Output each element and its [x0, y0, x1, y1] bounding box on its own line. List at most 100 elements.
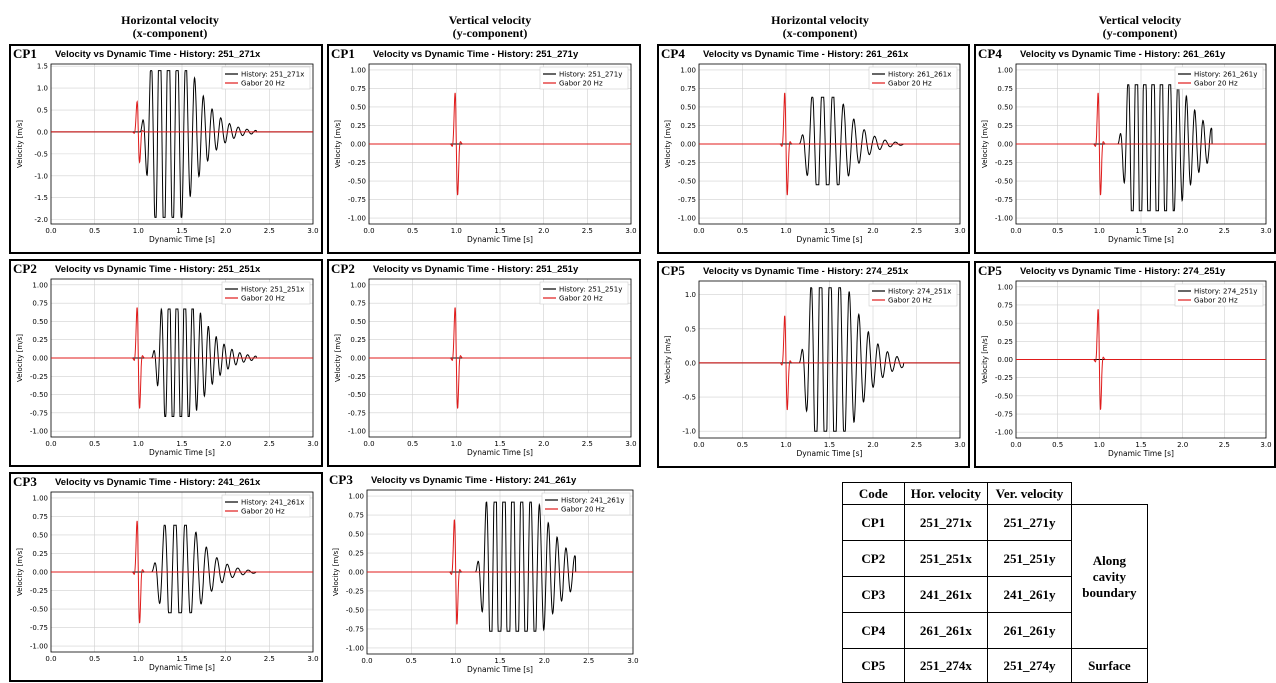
y-tick-label: 1.00 [680, 66, 696, 74]
chart-title: Velocity vs Dynamic Time - History: 261_… [703, 49, 909, 60]
y-tick-label: 0.50 [350, 103, 366, 111]
column-header: Horizontal velocity (x-component) [60, 14, 280, 40]
x-tick-label: 1.0 [780, 227, 791, 235]
x-axis-label: Dynamic Time [s] [797, 235, 863, 244]
chart-title: Velocity vs Dynamic Time - History: 251_… [373, 264, 579, 275]
legend-label: History: 274_251y [1194, 288, 1257, 296]
legend-label: Gabor 20 Hz [561, 506, 605, 514]
y-axis-label: Velocity [m/s] [334, 334, 342, 382]
table-header: Ver. velocity [987, 482, 1072, 505]
y-tick-label: -0.75 [346, 625, 364, 633]
y-tick-label: 0.50 [680, 103, 696, 111]
y-tick-label: 0.50 [32, 318, 48, 326]
y-tick-label: -1.0 [34, 172, 48, 180]
y-tick-label: -0.75 [995, 196, 1013, 204]
x-tick-label: 3.0 [625, 440, 636, 448]
legend-box [1174, 283, 1264, 307]
x-tick-label: 0.5 [407, 227, 418, 235]
chart-title: Velocity vs Dynamic Time - History: 241_… [371, 475, 577, 486]
table-cell: 251_251x [903, 540, 989, 577]
cp-label: CP2 [13, 261, 37, 276]
legend-box [221, 66, 311, 90]
y-tick-label: -0.75 [30, 624, 48, 632]
chart-panel: 1.00 0.75 0.50 0.25 0.00 -0.25 -0.50 -0.75 -1.00… [974, 44, 1276, 254]
legend-label: Gabor 20 Hz [241, 508, 285, 516]
legend-label: Gabor 20 Hz [1194, 297, 1238, 305]
y-tick-label: -0.25 [995, 374, 1013, 382]
column-header-title: Vertical velocity [1098, 13, 1182, 27]
x-tick-label: 0.5 [89, 440, 100, 448]
y-tick-label: 0.00 [997, 141, 1013, 149]
y-tick-label: 0.25 [997, 122, 1013, 130]
chart-title: Velocity vs Dynamic Time - History: 274_… [703, 266, 909, 277]
y-tick-label: 0.25 [350, 336, 366, 344]
x-tick-label: 2.0 [1177, 441, 1188, 449]
y-tick-label: -0.5 [682, 394, 696, 402]
x-tick-label: 3.0 [627, 657, 638, 665]
chart-title: Velocity vs Dynamic Time - History: 251_… [55, 264, 261, 275]
legend-label: History: 261_261y [1194, 71, 1257, 79]
x-tick-label: 2.5 [583, 657, 594, 665]
y-tick-label: -1.00 [348, 215, 366, 223]
y-tick-label: 0.50 [348, 531, 364, 539]
x-tick-label: 1.5 [1135, 227, 1146, 235]
legend-label: History: 251_251x [241, 286, 304, 294]
chart-svg: 1.00 0.75 0.50 0.25 0.00 -0.25 -0.50 -0.75 -1.00… [334, 278, 637, 457]
table-group-label: Along cavity boundary [1070, 504, 1149, 649]
y-tick-label: 0.00 [997, 356, 1013, 364]
y-tick-label: -0.50 [30, 391, 48, 399]
gabor-series-line [367, 519, 633, 625]
x-tick-label: 0.0 [45, 655, 56, 663]
x-tick-label: 2.0 [220, 227, 231, 235]
x-tick-label: 2.5 [1219, 441, 1230, 449]
x-tick-label: 0.0 [1010, 227, 1021, 235]
y-tick-label: -0.5 [34, 150, 48, 158]
y-axis-label: Velocity [m/s] [334, 120, 342, 168]
y-tick-label: -1.00 [30, 428, 48, 436]
y-axis-label: Velocity [m/s] [16, 334, 24, 382]
legend-box [221, 281, 311, 305]
gabor-series-line [51, 100, 313, 164]
legend-label: Gabor 20 Hz [241, 295, 285, 303]
x-tick-label: 2.5 [264, 227, 275, 235]
y-tick-label: -0.75 [348, 409, 366, 417]
table-cell: 251_274y [987, 648, 1072, 683]
legend-box [539, 66, 629, 90]
x-tick-label: 0.5 [1052, 441, 1063, 449]
y-tick-label: 0.50 [997, 320, 1013, 328]
y-tick-label: 0.75 [997, 301, 1013, 309]
x-axis-label: Dynamic Time [s] [1108, 449, 1174, 458]
legend-label: Gabor 20 Hz [559, 295, 603, 303]
chart-panel: 1.5 1.0 0.5 0.0 -0.5 -1.0 -1.5 -2.0 0.0 0.5 1.0 1.5… [9, 44, 323, 254]
x-tick-label: 2.5 [1219, 227, 1230, 235]
chart-panel: 1.00 0.75 0.50 0.25 0.00 -0.25 -0.50 -0.75 -1.00… [657, 44, 970, 254]
y-tick-label: 0.25 [348, 550, 364, 558]
x-tick-label: 2.0 [867, 227, 878, 235]
chart-panel: 1.00 0.75 0.50 0.25 0.00 -0.25 -0.50 -0.75 -1.00… [9, 259, 323, 467]
x-tick-label: 1.5 [176, 440, 187, 448]
chart-panel: 1.00 0.75 0.50 0.25 0.00 -0.25 -0.50 -0.75 -1.00… [974, 261, 1276, 468]
column-header: Vertical velocity (y-component) [380, 14, 600, 40]
legend-label: History: 241_261y [561, 497, 624, 505]
x-axis-label: Dynamic Time [s] [149, 448, 215, 457]
y-tick-label: 0.25 [997, 338, 1013, 346]
chart-title: Velocity vs Dynamic Time - History: 251_… [373, 49, 579, 60]
legend-label: Gabor 20 Hz [1194, 80, 1238, 88]
y-tick-label: -0.25 [348, 159, 366, 167]
x-tick-label: 0.5 [737, 441, 748, 449]
table-header: Code [842, 482, 905, 505]
legend-label: History: 251_271x [241, 71, 304, 79]
chart-title: Velocity vs Dynamic Time - History: 261_… [1020, 49, 1226, 60]
x-tick-label: 1.5 [824, 227, 835, 235]
x-tick-label: 0.0 [363, 440, 374, 448]
cp-label: CP5 [978, 263, 1002, 278]
legend-label: Gabor 20 Hz [559, 80, 603, 88]
x-axis-label: Dynamic Time [s] [467, 665, 533, 674]
x-tick-label: 3.0 [1260, 227, 1271, 235]
y-tick-label: 1.00 [997, 283, 1013, 291]
legend-label: Gabor 20 Hz [888, 80, 932, 88]
x-axis-label: Dynamic Time [s] [1108, 235, 1174, 244]
y-tick-label: -1.00 [348, 428, 366, 436]
y-tick-label: -0.50 [678, 178, 696, 186]
y-tick-label: -0.75 [995, 411, 1013, 419]
